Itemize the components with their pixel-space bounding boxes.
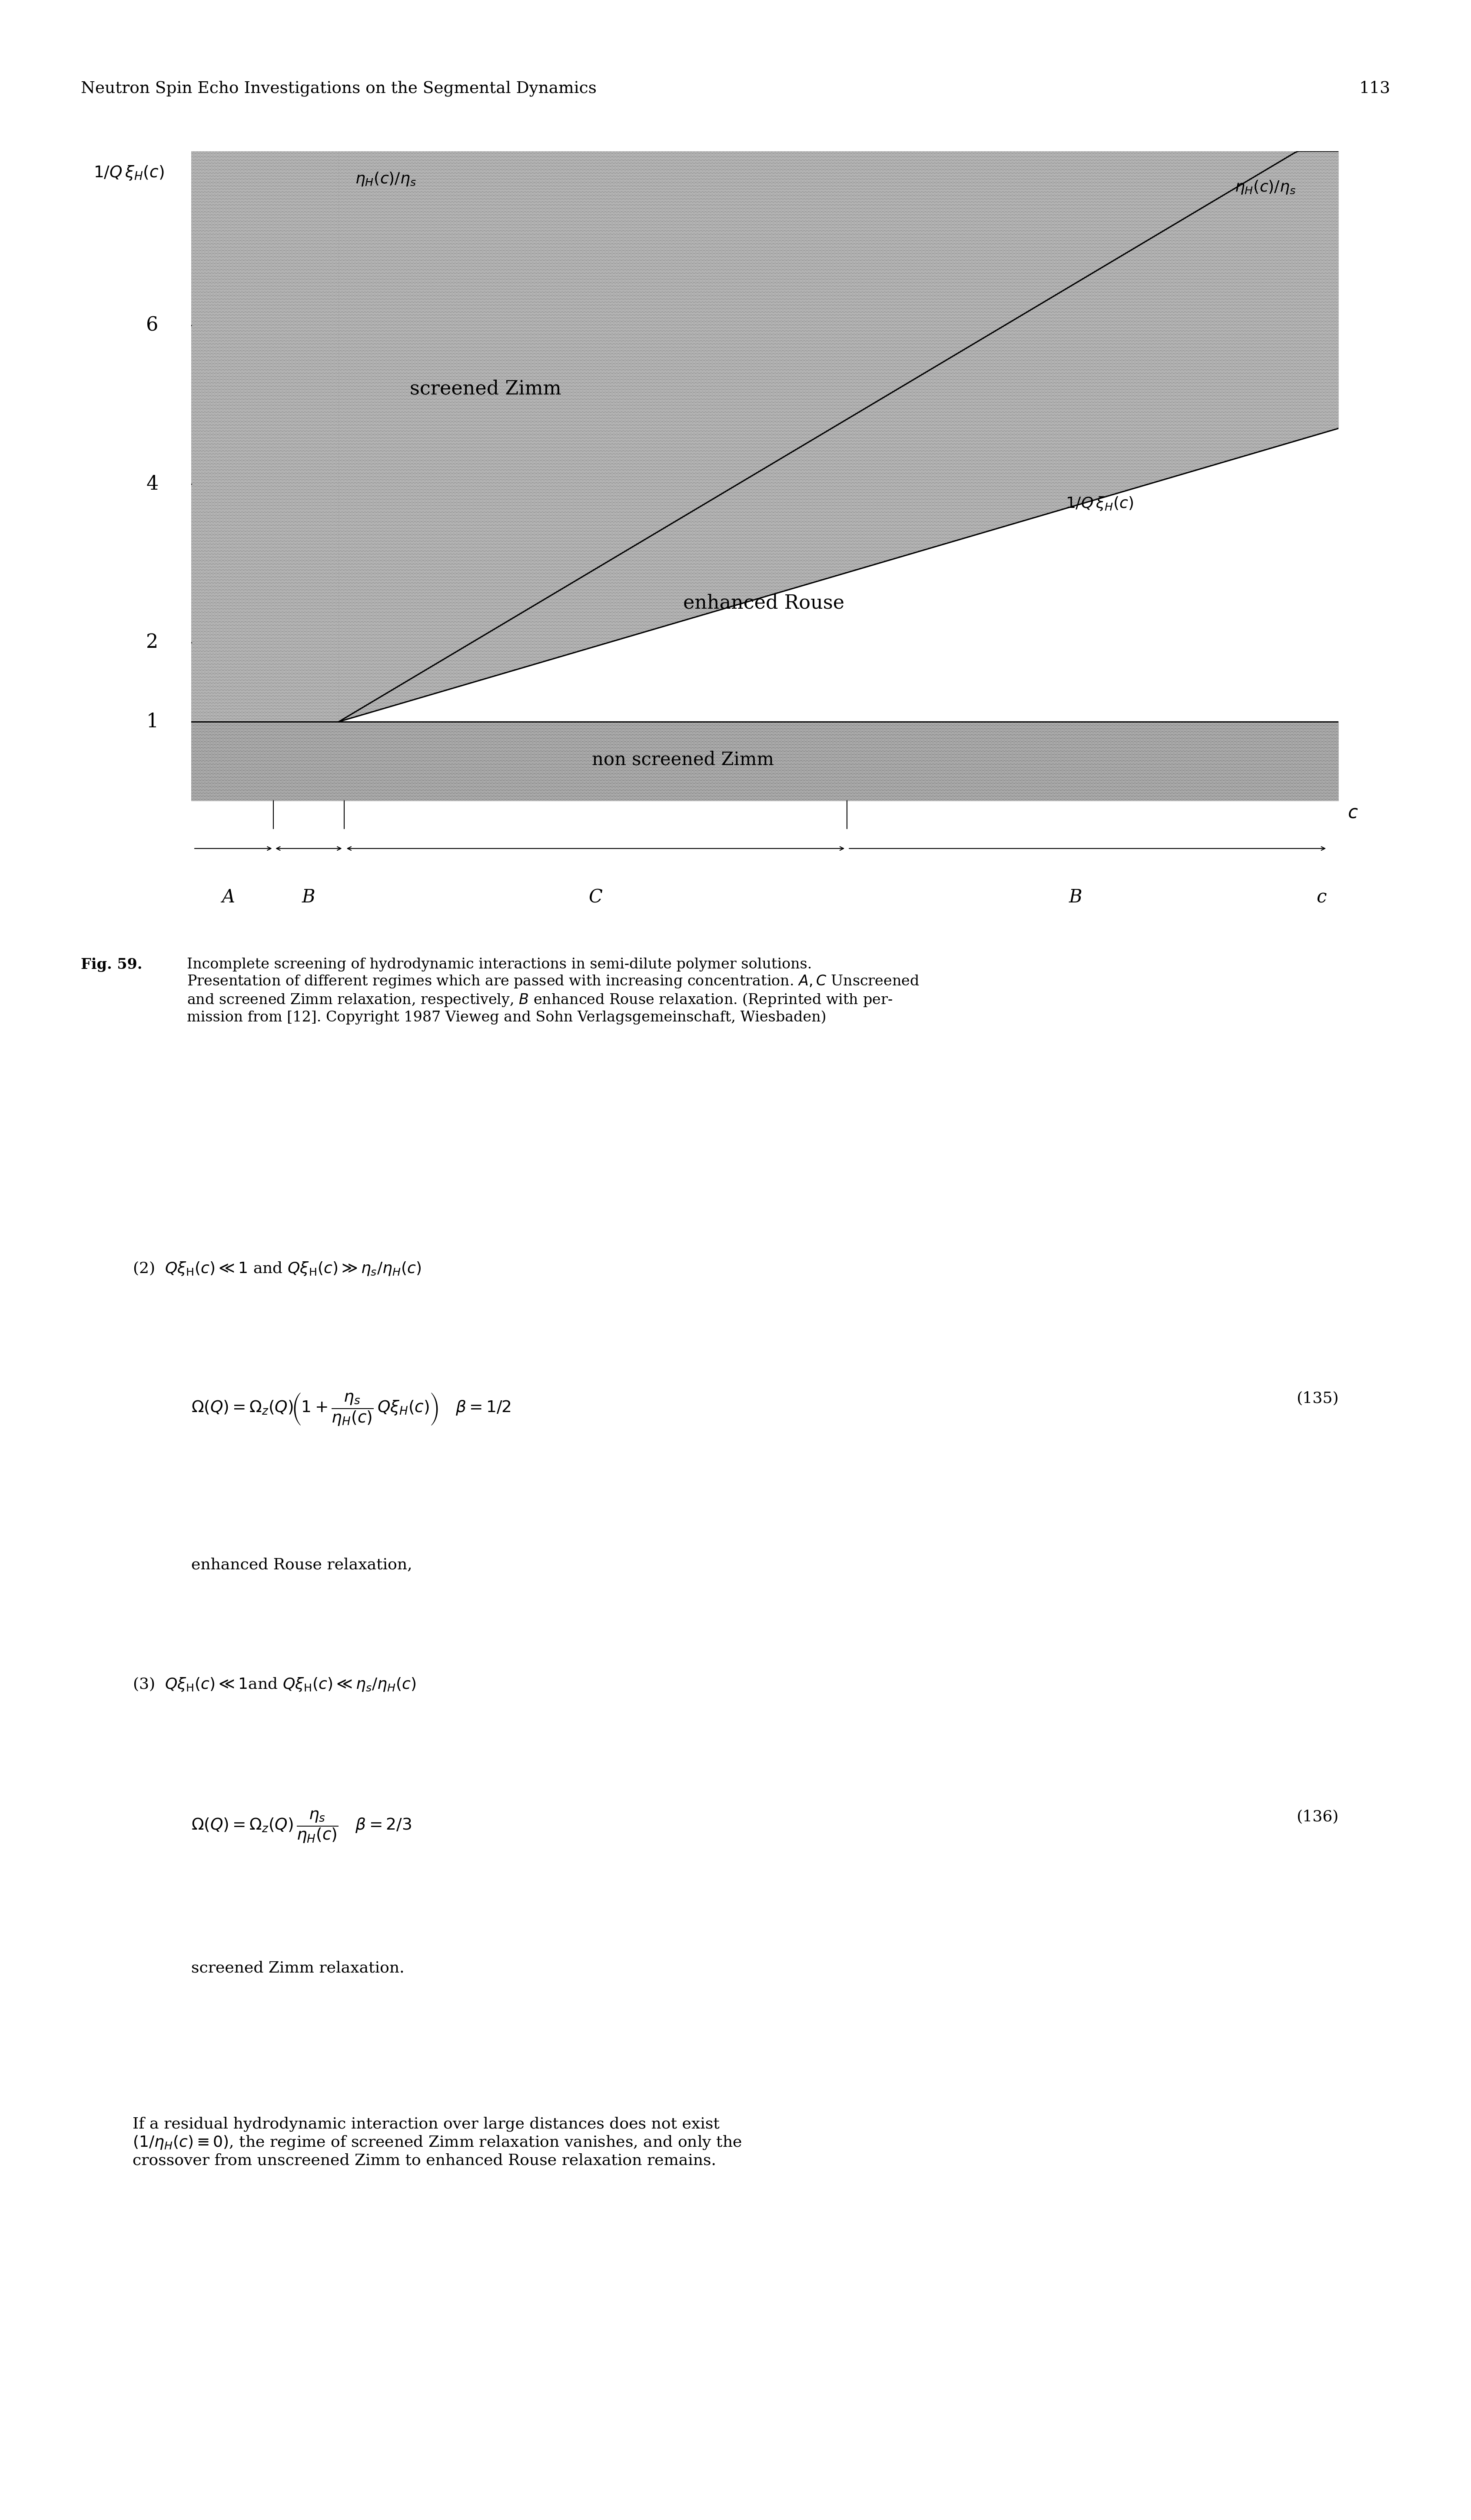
Text: screened Zimm: screened Zimm: [410, 381, 562, 398]
Text: screened Zimm relaxation.: screened Zimm relaxation.: [191, 1961, 405, 1976]
Text: 113: 113: [1359, 81, 1390, 96]
Text: $\Omega(Q) = \Omega_z(Q)\!\left(1 + \dfrac{\eta_s}{\eta_H(c)}\,Q\xi_H(c)\right)$: $\Omega(Q) = \Omega_z(Q)\!\left(1 + \dfr…: [191, 1391, 510, 1426]
Text: enhanced Rouse relaxation,: enhanced Rouse relaxation,: [191, 1557, 412, 1572]
Text: $1/Q\,\xi_H(c)$: $1/Q\,\xi_H(c)$: [93, 164, 163, 181]
Text: (136): (136): [1296, 1809, 1339, 1824]
Text: $c$: $c$: [1347, 804, 1358, 822]
Text: $\Omega(Q) = \Omega_z(Q)\,\dfrac{\eta_s}{\eta_H(c)}$$\quad \beta = 2/3$: $\Omega(Q) = \Omega_z(Q)\,\dfrac{\eta_s}…: [191, 1809, 412, 1845]
Text: Incomplete screening of hydrodynamic interactions in semi-dilute polymer solutio: Incomplete screening of hydrodynamic int…: [187, 958, 919, 1026]
Text: 4: 4: [146, 474, 159, 494]
Text: $1/Q\,\xi_H(c)$: $1/Q\,\xi_H(c)$: [1065, 496, 1134, 512]
Text: If a residual hydrodynamic interaction over large distances does not exist
$(1/\: If a residual hydrodynamic interaction o…: [132, 2117, 741, 2167]
Text: 2: 2: [146, 633, 159, 653]
Text: 6: 6: [146, 315, 159, 335]
Text: Neutron Spin Echo Investigations on the Segmental Dynamics: Neutron Spin Echo Investigations on the …: [81, 81, 597, 96]
Text: (135): (135): [1296, 1391, 1339, 1406]
Text: enhanced Rouse: enhanced Rouse: [683, 595, 844, 612]
Text: 1: 1: [146, 713, 159, 731]
Text: (2)  $Q\xi_{\rm H}(c) \ll 1$ and $Q\xi_{\rm H}(c) \gg \eta_s/\eta_H(c)$: (2) $Q\xi_{\rm H}(c) \ll 1$ and $Q\xi_{\…: [132, 1260, 421, 1278]
Text: B: B: [302, 887, 315, 907]
Text: c: c: [1317, 887, 1327, 907]
Text: (3)  $Q\xi_{\rm H}(c) \ll 1$and $Q\xi_{\rm H}(c) \ll \eta_s/\eta_H(c)$: (3) $Q\xi_{\rm H}(c) \ll 1$and $Q\xi_{\r…: [132, 1676, 416, 1693]
Text: C: C: [588, 887, 603, 907]
Text: $\eta_H(c)/\eta_s$: $\eta_H(c)/\eta_s$: [1234, 179, 1296, 197]
Text: B: B: [1069, 887, 1083, 907]
Text: A: A: [222, 887, 235, 907]
Text: $\eta_H(c)/\eta_s$: $\eta_H(c)/\eta_s$: [355, 171, 416, 186]
Text: Fig. 59.: Fig. 59.: [81, 958, 147, 973]
Text: non screened Zimm: non screened Zimm: [591, 751, 774, 769]
